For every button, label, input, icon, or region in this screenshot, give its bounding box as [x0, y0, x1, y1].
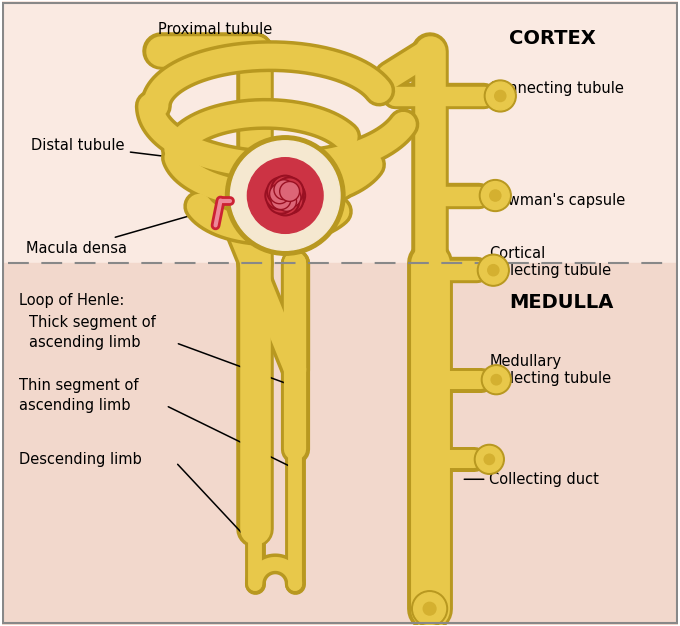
Text: Medullary
collecting tubule: Medullary collecting tubule — [464, 354, 611, 386]
Text: ascending limb: ascending limb — [20, 398, 131, 413]
Circle shape — [271, 190, 291, 210]
Circle shape — [479, 256, 507, 284]
Circle shape — [281, 187, 301, 207]
Text: Descending limb: Descending limb — [20, 453, 142, 467]
Text: Distal tubule: Distal tubule — [31, 138, 198, 160]
Circle shape — [275, 177, 303, 205]
Bar — [1, 263, 679, 625]
Circle shape — [486, 82, 514, 110]
Text: Bowman's capsule: Bowman's capsule — [464, 193, 626, 208]
Circle shape — [481, 182, 509, 210]
Text: Thick segment of: Thick segment of — [29, 315, 156, 330]
Circle shape — [481, 365, 511, 394]
Text: Connecting tubule: Connecting tubule — [464, 81, 624, 96]
Text: Cortical
collecting tubule: Cortical collecting tubule — [464, 246, 611, 279]
Circle shape — [275, 186, 303, 213]
Circle shape — [488, 265, 499, 276]
Text: ascending limb: ascending limb — [29, 335, 141, 350]
Circle shape — [277, 192, 296, 212]
Text: Macula densa: Macula densa — [27, 206, 223, 256]
Circle shape — [484, 454, 494, 464]
Circle shape — [267, 177, 295, 205]
Circle shape — [477, 446, 503, 472]
Circle shape — [248, 158, 323, 233]
Circle shape — [271, 176, 299, 203]
Circle shape — [226, 136, 345, 255]
Circle shape — [411, 591, 447, 626]
Circle shape — [265, 182, 293, 210]
Circle shape — [479, 180, 511, 212]
Circle shape — [274, 180, 294, 200]
Circle shape — [484, 80, 516, 112]
Text: Collecting duct: Collecting duct — [464, 472, 599, 487]
Circle shape — [413, 593, 445, 625]
Circle shape — [483, 367, 509, 393]
Circle shape — [279, 182, 300, 202]
Circle shape — [423, 602, 436, 615]
Circle shape — [277, 182, 305, 210]
Circle shape — [271, 188, 299, 215]
Text: Thin segment of: Thin segment of — [20, 377, 139, 393]
Bar — [1, 1, 679, 263]
Circle shape — [269, 184, 290, 203]
Circle shape — [477, 254, 509, 286]
Text: Proximal tubule: Proximal tubule — [158, 22, 292, 58]
Text: Loop of Henle:: Loop of Henle: — [20, 293, 125, 308]
Circle shape — [490, 190, 501, 201]
Circle shape — [491, 374, 501, 385]
Circle shape — [231, 141, 340, 250]
Text: CORTEX: CORTEX — [509, 29, 596, 48]
Circle shape — [267, 186, 295, 213]
Circle shape — [495, 90, 506, 101]
Circle shape — [475, 444, 505, 475]
Text: MEDULLA: MEDULLA — [509, 293, 613, 312]
